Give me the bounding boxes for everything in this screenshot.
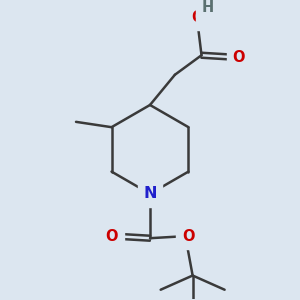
Text: O: O (192, 10, 204, 25)
Text: O: O (106, 229, 118, 244)
Text: H: H (202, 0, 214, 15)
Text: N: N (143, 186, 157, 201)
Text: O: O (182, 229, 194, 244)
Text: O: O (232, 50, 245, 64)
